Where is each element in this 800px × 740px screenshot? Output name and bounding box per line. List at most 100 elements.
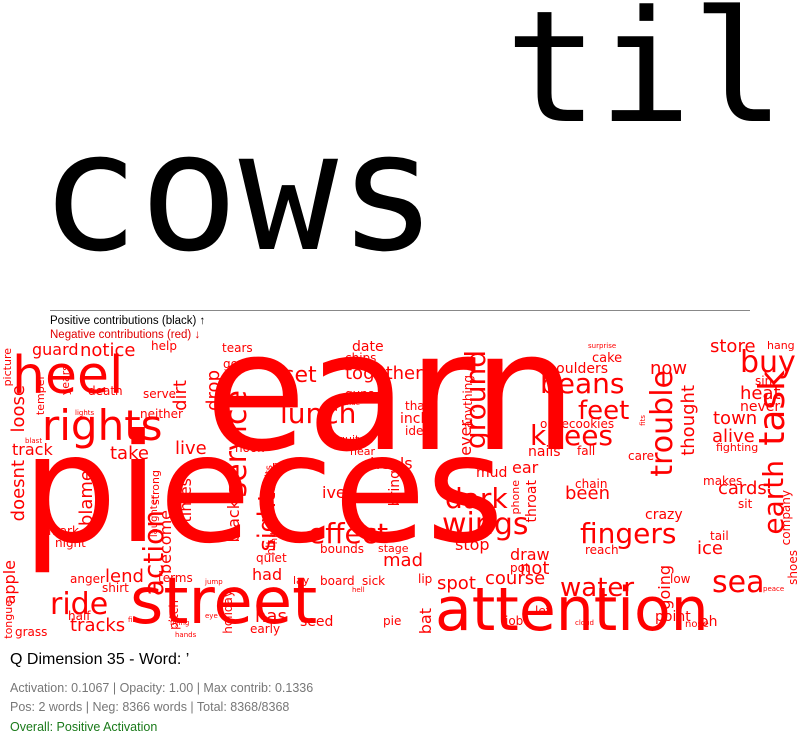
negative-word: blast bbox=[25, 437, 43, 445]
negative-word: sin bbox=[755, 374, 773, 388]
negative-word: throat bbox=[524, 480, 540, 523]
negative-word: let bbox=[535, 604, 551, 618]
negative-word: fingers bbox=[580, 517, 677, 550]
negative-word: has bbox=[255, 606, 287, 627]
negative-word: running bbox=[489, 360, 503, 407]
negative-word: bounds bbox=[320, 542, 365, 556]
negative-word: chain bbox=[575, 477, 608, 491]
negative-word: cloud bbox=[575, 619, 594, 627]
positive-word-cloud: cows til bbox=[0, 0, 800, 305]
negative-word: lunch bbox=[280, 397, 357, 430]
negative-word: idea bbox=[405, 424, 431, 438]
negative-word: notice bbox=[80, 340, 136, 361]
negative-word: sit bbox=[738, 497, 753, 511]
negative-word: stage bbox=[378, 542, 409, 555]
negative-word: ice bbox=[697, 538, 723, 559]
negative-word: ive bbox=[322, 483, 346, 502]
divider-line bbox=[50, 310, 750, 311]
negative-word: low bbox=[670, 572, 691, 586]
negative-word: not bbox=[520, 558, 550, 579]
negative-word: laughter bbox=[149, 495, 160, 538]
negative-word: point bbox=[655, 609, 691, 625]
negative-word: alive bbox=[712, 426, 755, 447]
negative-word: rights bbox=[42, 401, 163, 450]
negative-word: feet bbox=[578, 396, 630, 426]
negative-word: lip bbox=[418, 572, 433, 586]
negative-word: eye bbox=[205, 612, 218, 620]
negative-word: fall bbox=[577, 444, 596, 458]
negative-word: quiet bbox=[256, 551, 287, 565]
negative-word: pot bbox=[510, 561, 530, 575]
negative-word: mark bbox=[48, 524, 79, 538]
negative-word: goat bbox=[223, 357, 251, 371]
negative-word: run bbox=[272, 459, 291, 472]
legend-positive: Positive contributions (black) ↑ bbox=[50, 315, 206, 327]
negative-word: sea bbox=[712, 565, 765, 600]
negative-word: reach bbox=[585, 543, 619, 557]
negative-word: lights bbox=[75, 409, 95, 417]
negative-word: black bbox=[224, 500, 243, 543]
negative-word: ever bbox=[456, 420, 475, 456]
negative-word: heel bbox=[12, 346, 124, 406]
negative-word: knees bbox=[530, 419, 614, 452]
negative-word: spot bbox=[437, 573, 476, 594]
negative-word: effect bbox=[308, 517, 389, 550]
negative-word: stride bbox=[340, 399, 360, 407]
negative-word: quite bbox=[338, 433, 367, 446]
negative-word: fits bbox=[639, 415, 647, 426]
negative-word: loose bbox=[8, 385, 29, 433]
negative-word: had bbox=[252, 565, 283, 584]
negative-word: pie bbox=[383, 614, 402, 628]
negative-word: course bbox=[485, 568, 546, 589]
dimension-title: Q Dimension 35 - Word: ’ bbox=[10, 651, 190, 668]
negative-word: wings bbox=[442, 507, 529, 542]
negative-word: draw bbox=[510, 545, 550, 564]
negative-word: thought bbox=[678, 385, 699, 456]
negative-word: never bbox=[740, 399, 781, 415]
negative-word: live bbox=[175, 438, 207, 459]
negative-word: now bbox=[650, 358, 688, 379]
negative-word: cake bbox=[592, 351, 623, 366]
negative-word: take bbox=[110, 443, 149, 464]
negative-word: tongue bbox=[2, 600, 15, 639]
negative-word: lend bbox=[105, 566, 144, 587]
negative-word: together bbox=[345, 363, 423, 384]
negative-word: help bbox=[151, 339, 177, 353]
negative-word: fighting bbox=[716, 441, 759, 454]
negative-word: bat bbox=[416, 608, 435, 635]
negative-word: jump bbox=[205, 578, 223, 586]
overall-activation: Overall: Positive Activation bbox=[10, 720, 158, 734]
negative-word: cards bbox=[718, 478, 767, 499]
negative-word: oh bbox=[700, 614, 718, 630]
negative-word: crazy bbox=[645, 507, 683, 523]
negative-word: water bbox=[560, 573, 635, 603]
negative-word: shirt bbox=[102, 581, 129, 595]
negative-word: dark bbox=[445, 482, 508, 515]
negative-word: times bbox=[176, 478, 195, 523]
negative-word: hell bbox=[352, 586, 365, 594]
negative-word: ride bbox=[50, 587, 109, 622]
negative-word: attention bbox=[435, 575, 709, 645]
negative-word: grass bbox=[15, 625, 48, 639]
negative-word: buy bbox=[740, 345, 796, 380]
negative-word: holiday bbox=[221, 590, 235, 634]
negative-word: surprise bbox=[588, 342, 617, 350]
negative-word: oncecookies bbox=[540, 417, 615, 431]
negative-word: doesnt bbox=[8, 460, 29, 522]
negative-word: phone bbox=[509, 480, 522, 515]
negative-word: guard bbox=[32, 340, 79, 359]
negative-word: store bbox=[710, 336, 756, 357]
negative-word: years bbox=[59, 365, 72, 396]
negative-word: sick bbox=[362, 574, 386, 588]
negative-word: job bbox=[505, 614, 524, 628]
negative-word: guns bbox=[345, 387, 375, 401]
negative-word: chips bbox=[345, 351, 377, 365]
negative-word: thats bbox=[405, 399, 436, 413]
positive-word: til bbox=[505, 0, 785, 158]
negative-word: become bbox=[156, 510, 175, 575]
negative-word: anger bbox=[70, 572, 105, 586]
negative-word: bring bbox=[387, 470, 403, 507]
negative-word: tears bbox=[222, 341, 253, 355]
negative-word: nose bbox=[685, 619, 709, 630]
negative-word: drop bbox=[203, 370, 224, 411]
